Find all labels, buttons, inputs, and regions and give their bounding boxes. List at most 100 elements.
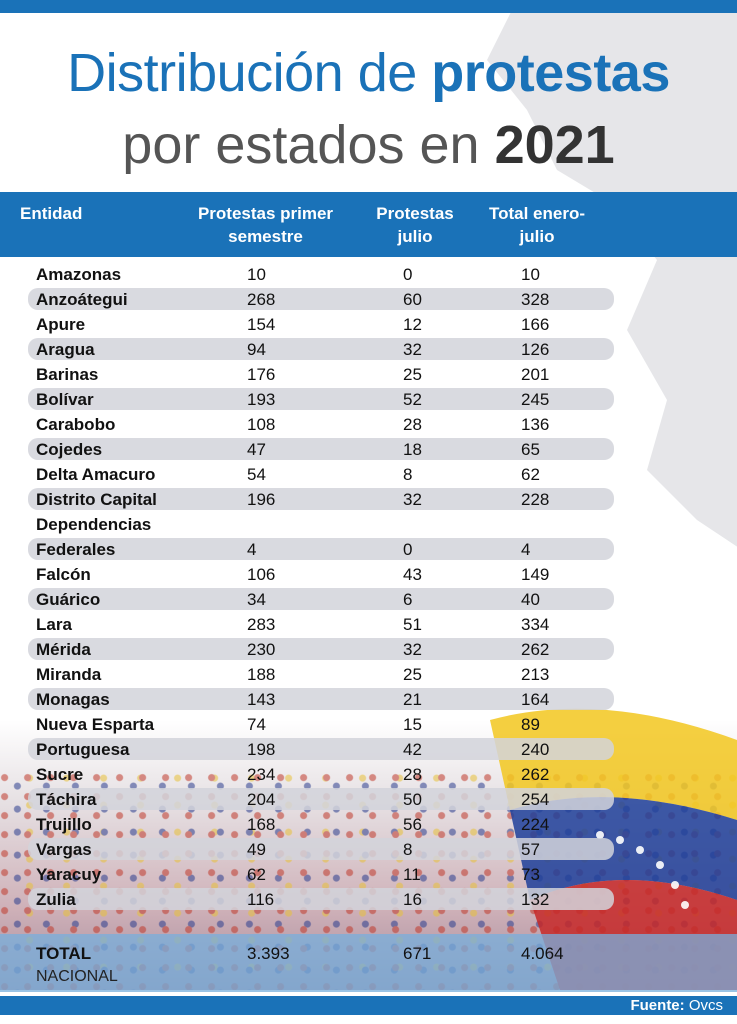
table-row: Barinas 176 25 201	[0, 363, 737, 388]
cell-julio: 28	[403, 765, 422, 784]
cell-entidad: Anzoátegui	[36, 290, 128, 309]
total-primer-semestre: 3.393	[247, 944, 290, 963]
footer-bar	[0, 996, 737, 1015]
cell-julio: 52	[403, 390, 422, 409]
cell-total: 132	[521, 890, 550, 909]
table-row: Portuguesa 198 42 240	[0, 738, 737, 763]
cell-primer-semestre: 10	[247, 265, 266, 284]
cell-total: 254	[521, 790, 550, 809]
cell-entidad: Yaracuy	[36, 865, 102, 884]
cell-primer-semestre: 4	[247, 540, 257, 559]
cell-primer-semestre: 106	[247, 565, 276, 584]
row-background	[28, 738, 614, 760]
cell-entidad: Federales	[36, 540, 116, 559]
cell-entidad: Mérida	[36, 640, 91, 659]
cell-entidad: Táchira	[36, 790, 97, 809]
cell-primer-semestre: 268	[247, 290, 276, 309]
table-row: Vargas 49 8 57	[0, 838, 737, 863]
cell-total: 89	[521, 715, 540, 734]
column-header-julio: Protestas julio	[376, 204, 454, 246]
table-header-bar	[0, 192, 737, 257]
cell-total: 62	[521, 465, 540, 484]
cell-julio: 0	[403, 540, 413, 559]
cell-total: 126	[521, 340, 550, 359]
cell-total: 328	[521, 290, 550, 309]
cell-total: 334	[521, 615, 550, 634]
cell-julio: 25	[403, 665, 422, 684]
total-enero-julio: 4.064	[521, 944, 564, 963]
cell-julio: 32	[403, 640, 422, 659]
table-row: Apure 154 12 166	[0, 313, 737, 338]
cell-total: 40	[521, 590, 540, 609]
title-emphasis: protestas	[431, 43, 670, 103]
title-line-1: Distribución de protestas	[0, 42, 737, 104]
source-credit: Fuente: Ovcs	[630, 996, 723, 1015]
table-row: Lara 283 51 334	[0, 613, 737, 638]
row-background	[28, 388, 614, 410]
cell-primer-semestre: 62	[247, 865, 266, 884]
cell-primer-semestre: 204	[247, 790, 276, 809]
table-row: Anzoátegui 268 60 328	[0, 288, 737, 313]
row-background	[28, 488, 614, 510]
cell-primer-semestre: 74	[247, 715, 266, 734]
cell-total: 228	[521, 490, 550, 509]
cell-julio: 56	[403, 815, 422, 834]
cell-total: 57	[521, 840, 540, 859]
cell-entidad: Portuguesa	[36, 740, 130, 759]
cell-total: 213	[521, 665, 550, 684]
cell-total: 201	[521, 365, 550, 384]
cell-entidad: Vargas	[36, 840, 92, 859]
cell-julio: 8	[403, 840, 413, 859]
table-row: Sucre 234 28 262	[0, 763, 737, 788]
cell-primer-semestre: 196	[247, 490, 276, 509]
cell-entidad: Dependencias	[36, 515, 152, 534]
cell-entidad: Guárico	[36, 590, 101, 609]
cell-julio: 42	[403, 740, 422, 759]
table-row: Monagas 143 21 164	[0, 688, 737, 713]
cell-entidad: Zulia	[36, 890, 76, 909]
total-sublabel: NACIONAL	[36, 968, 118, 985]
cell-primer-semestre: 168	[247, 815, 276, 834]
table-row: Dependencias	[0, 513, 737, 538]
table-row: Trujillo 168 56 224	[0, 813, 737, 838]
source-label: Fuente:	[630, 997, 685, 1014]
cell-julio: 12	[403, 315, 422, 334]
title-part: de	[357, 43, 432, 103]
table-row: Federales 4 0 4	[0, 538, 737, 563]
column-header-total: Total enero- julio	[488, 204, 586, 246]
title-part: por estados en	[122, 115, 495, 175]
cell-julio: 8	[403, 465, 413, 484]
table-row: Mérida 230 32 262	[0, 638, 737, 663]
row-background	[28, 438, 614, 460]
cell-primer-semestre: 176	[247, 365, 276, 384]
cell-total: 65	[521, 440, 540, 459]
cell-primer-semestre: 47	[247, 440, 266, 459]
cell-primer-semestre: 94	[247, 340, 266, 359]
table-row: Táchira 204 50 254	[0, 788, 737, 813]
cell-primer-semestre: 143	[247, 690, 276, 709]
cell-primer-semestre: 108	[247, 415, 276, 434]
table-row: Bolívar 193 52 245	[0, 388, 737, 413]
cell-julio: 0	[403, 265, 413, 284]
map-silhouette	[487, 0, 737, 547]
table-row: Guárico 34 6 40	[0, 588, 737, 613]
top-accent-bar	[0, 0, 737, 13]
cell-total: 166	[521, 315, 550, 334]
cell-primer-semestre: 154	[247, 315, 276, 334]
row-background	[28, 538, 614, 560]
cell-primer-semestre: 283	[247, 615, 276, 634]
cell-entidad: Delta Amacuro	[36, 465, 156, 484]
cell-primer-semestre: 49	[247, 840, 266, 859]
cell-entidad: Bolívar	[36, 390, 94, 409]
row-background	[28, 688, 614, 710]
cell-entidad: Carabobo	[36, 415, 116, 434]
cell-julio: 21	[403, 690, 422, 709]
row-background	[28, 288, 614, 310]
cell-entidad: Apure	[36, 315, 86, 334]
cell-total: 240	[521, 740, 550, 759]
cell-julio: 16	[403, 890, 422, 909]
table-row: Delta Amacuro 54 8 62	[0, 463, 737, 488]
cell-entidad: Monagas	[36, 690, 110, 709]
row-background	[28, 338, 614, 360]
cell-total: 262	[521, 765, 550, 784]
